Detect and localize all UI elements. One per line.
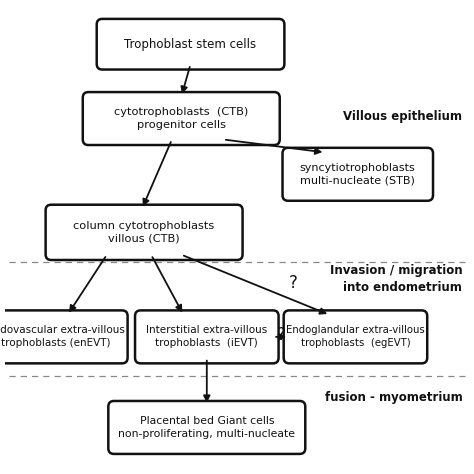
Text: Invasion / migration
into endometrium: Invasion / migration into endometrium [330,264,462,294]
Text: cytotrophoblasts  (CTB)
progenitor cells: cytotrophoblasts (CTB) progenitor cells [114,107,248,130]
FancyBboxPatch shape [0,310,128,364]
FancyBboxPatch shape [83,92,280,145]
Text: Endoglandular extra-villous
trophoblasts  (egEVT): Endoglandular extra-villous trophoblasts… [286,325,425,348]
Text: syncytiotrophoblasts
multi-nucleate (STB): syncytiotrophoblasts multi-nucleate (STB… [300,163,416,186]
Text: Trophoblast stem cells: Trophoblast stem cells [125,38,256,51]
Text: Placental bed Giant cells
non-proliferating, multi-nucleate: Placental bed Giant cells non-proliferat… [118,416,295,439]
FancyBboxPatch shape [97,19,284,70]
Text: Interstitial extra-villous
trophoblasts  (iEVT): Interstitial extra-villous trophoblasts … [146,325,267,348]
FancyBboxPatch shape [283,310,427,364]
FancyBboxPatch shape [283,148,433,201]
Text: Endovascular extra-villous
trophoblasts (enEVT): Endovascular extra-villous trophoblasts … [0,325,125,348]
FancyBboxPatch shape [109,401,305,454]
Text: ?: ? [277,326,285,344]
FancyBboxPatch shape [135,310,279,364]
Text: Villous epithelium: Villous epithelium [343,109,462,123]
Text: column cytotrophoblasts
villous (CTB): column cytotrophoblasts villous (CTB) [73,221,215,244]
Text: ?: ? [288,274,297,292]
FancyBboxPatch shape [46,205,243,260]
Text: fusion - myometrium: fusion - myometrium [325,391,462,404]
